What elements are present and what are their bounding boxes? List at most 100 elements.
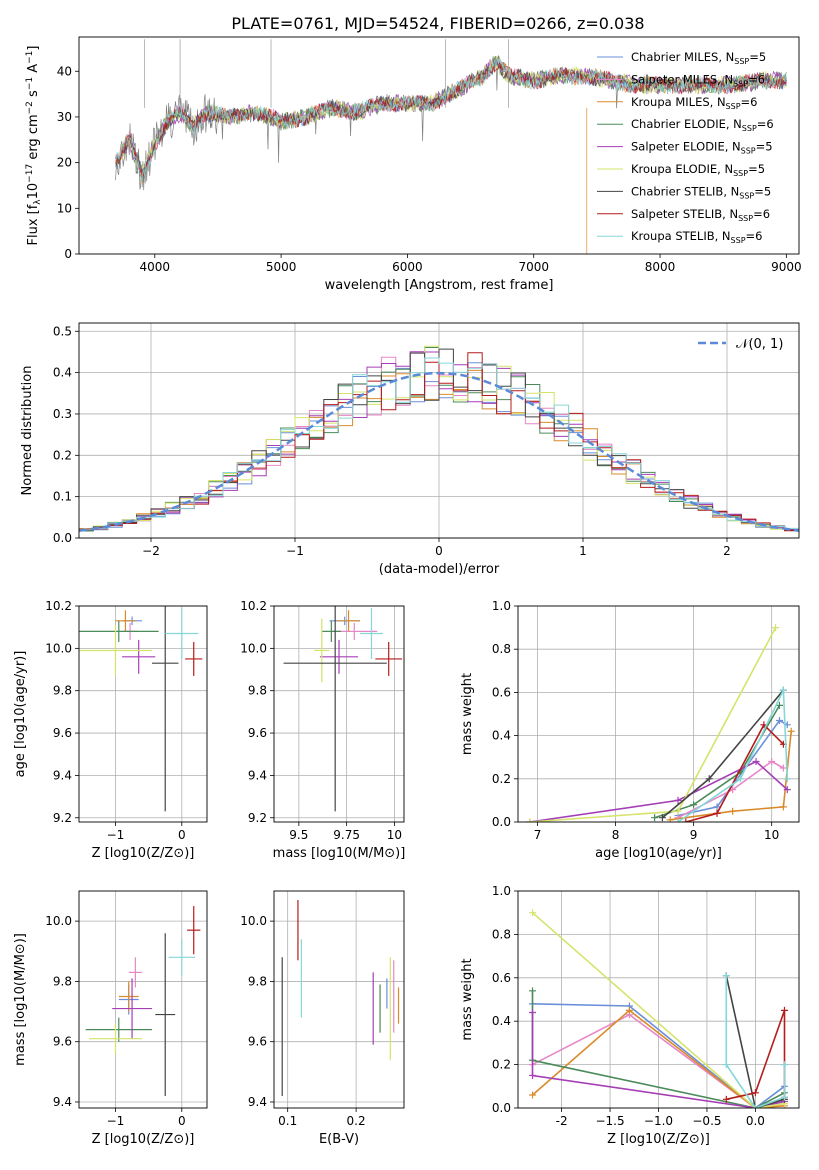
x-tick-label: 2: [723, 544, 731, 558]
y-axis-label: mass weight: [460, 958, 475, 1040]
axes-frame: [78, 36, 800, 255]
y-tick-label: 0: [64, 247, 72, 261]
legend-entry: Chabrier STELIB, NSSP=5: [631, 184, 771, 200]
x-tick-label: −1: [286, 544, 304, 558]
x-tick-label: −1.5: [595, 1114, 624, 1128]
y-tick-label: 10: [57, 201, 72, 215]
x-axis-label: Z [log10(Z/Z⊙)]: [607, 1132, 710, 1147]
mass-weight-marker: [625, 1006, 633, 1014]
x-axis-label: Z [log10(Z/Z⊙)]: [92, 1132, 195, 1147]
mass-vs-metallicity-plot: −1 0 9.4 9.6 9.8 10.0 Z [log10(Z/Z⊙)] mass [log…: [13, 890, 208, 1147]
mass-weight-marker: [779, 686, 787, 694]
x-tick-label: −1: [107, 1114, 125, 1128]
y-tick-label: 0.2: [492, 772, 511, 786]
mass-weight-marker: [666, 816, 674, 822]
legend-entry: Salpeter STELIB, NSSP=6: [631, 207, 770, 223]
mass-weight-series: [529, 760, 788, 822]
spectrum-model-line: [115, 58, 787, 181]
mass-weight-marker: [529, 1091, 537, 1099]
mass-weight-marker: [775, 701, 783, 709]
mass-weight-marker: [729, 807, 737, 815]
y-tick-label: 9.6: [248, 1035, 267, 1049]
mass-weight-marker: [783, 786, 791, 794]
legend-entry: Kroupa STELIB, NSSP=6: [631, 229, 762, 245]
y-tick-label: 9.4: [53, 1095, 72, 1109]
mass-weight-marker: [751, 1104, 759, 1108]
axes-frame: [78, 322, 800, 539]
mass-weight-marker: [529, 1071, 537, 1079]
mass-weight-marker: [658, 814, 666, 822]
mass-weight-marker: [529, 1009, 537, 1017]
x-tick-label: 9.75: [333, 828, 360, 842]
plot-area: [115, 39, 787, 254]
mass-weight-marker: [780, 1061, 788, 1069]
y-tick-label: 20: [57, 156, 72, 170]
y-tick-label: 10.0: [45, 914, 72, 928]
mass-weight-marker: [751, 1089, 759, 1097]
y-tick-label: 0.4: [492, 729, 511, 743]
x-axis-label: wavelength [Angstrom, rest frame]: [325, 278, 554, 293]
x-tick-label: 7000: [518, 260, 549, 274]
axes-frame: [273, 605, 405, 823]
x-tick-label: 9000: [771, 260, 802, 274]
y-axis-label: mass [log10(M/M⊙)]: [13, 933, 28, 1066]
mass-weight-vs-age-plot: 7 8 9 10 0.0 0.2 0.4 0.6 0.8 1.0 age [log10(age/yr…: [460, 599, 800, 861]
axes-frame: [273, 890, 405, 1109]
y-tick-label: 9.2: [248, 811, 267, 825]
axes-frame: [78, 890, 208, 1109]
legend-entry: Salpeter ELODIE, NSSP=5: [631, 140, 773, 156]
mass-weight-series: [532, 1003, 785, 1108]
x-tick-label: −1.0: [644, 1114, 673, 1128]
mass-weight-marker: [736, 775, 744, 783]
mass-weight-series: [677, 689, 789, 822]
y-tick-label: 0.1: [53, 490, 72, 504]
mass-weight-series: [725, 975, 786, 1108]
x-axis-label: age [log10(age/yr)]: [595, 846, 722, 861]
y-tick-label: 40: [57, 64, 72, 78]
residuals-histogram: −2 −1 0 1 2 0.0 0.1 0.2 0.3 0.4 0.5 (data-model)/er…: [20, 322, 800, 577]
y-tick-label: 0.2: [492, 1058, 511, 1072]
y-tick-label: 9.4: [248, 1095, 267, 1109]
legend-entry: Chabrier ELODIE, NSSP=6: [631, 117, 774, 133]
mass-weight-marker: [722, 1061, 730, 1069]
mass-weight-marker: [713, 809, 721, 817]
legend-entry: Kroupa ELODIE, NSSP=5: [631, 162, 765, 178]
mass-weight-marker: [529, 909, 537, 917]
y-tick-label: 0.3: [53, 407, 72, 421]
x-tick-label: 4000: [140, 260, 171, 274]
axes-frame: [517, 605, 800, 823]
mass-weight-marker: [651, 814, 659, 822]
x-tick-label: 0.2: [347, 1114, 366, 1128]
mass-weight-marker: [682, 818, 690, 822]
x-axis-label: E(B-V): [319, 1132, 359, 1147]
y-axis-label: mass weight: [460, 673, 475, 755]
axes-frame: [78, 605, 208, 823]
y-tick-label: 10.2: [45, 599, 72, 613]
mass-weight-series: [531, 1012, 785, 1108]
x-axis-label: Z [log10(Z/Z⊙)]: [92, 846, 195, 861]
y-tick-label: 9.6: [53, 726, 72, 740]
y-tick-label: 0.0: [53, 531, 72, 545]
y-tick-label: 9.8: [53, 684, 72, 698]
y-tick-label: 1.0: [492, 599, 511, 613]
age-vs-metallicity-plot: −1 0 9.2 9.4 9.6 9.8 10.0 10.2 Z [log10(Z/Z⊙)] ag…: [13, 599, 208, 861]
mass-weight-marker: [779, 803, 787, 811]
x-tick-label: 6000: [392, 260, 423, 274]
mass-weight-marker: [775, 716, 783, 724]
y-axis-label: Normed distribution: [20, 366, 35, 496]
mass-weight-vs-metallicity-plot: -2 −1.5 −1.0 −0.5 0.0 0.0 0.2 0.4 0.6 0.8 1.0 Z [lo…: [460, 884, 800, 1147]
y-tick-label: 9.8: [248, 684, 267, 698]
normal-reference-curve: [79, 371, 799, 533]
y-tick-label: 9.8: [248, 974, 267, 988]
mass-weight-marker: [674, 807, 682, 815]
mass-weight-marker: [690, 801, 698, 809]
y-tick-label: 10.0: [240, 641, 267, 655]
y-tick-label: 0.6: [492, 971, 511, 985]
mass-weight-series: [531, 912, 785, 1108]
y-tick-label: 0.8: [492, 642, 511, 656]
mass-weight-marker: [752, 758, 760, 766]
y-tick-label: 10.0: [240, 914, 267, 928]
mass-weight-marker: [783, 775, 791, 783]
plot-area: [283, 606, 403, 812]
mass-weight-marker: [722, 1095, 730, 1103]
